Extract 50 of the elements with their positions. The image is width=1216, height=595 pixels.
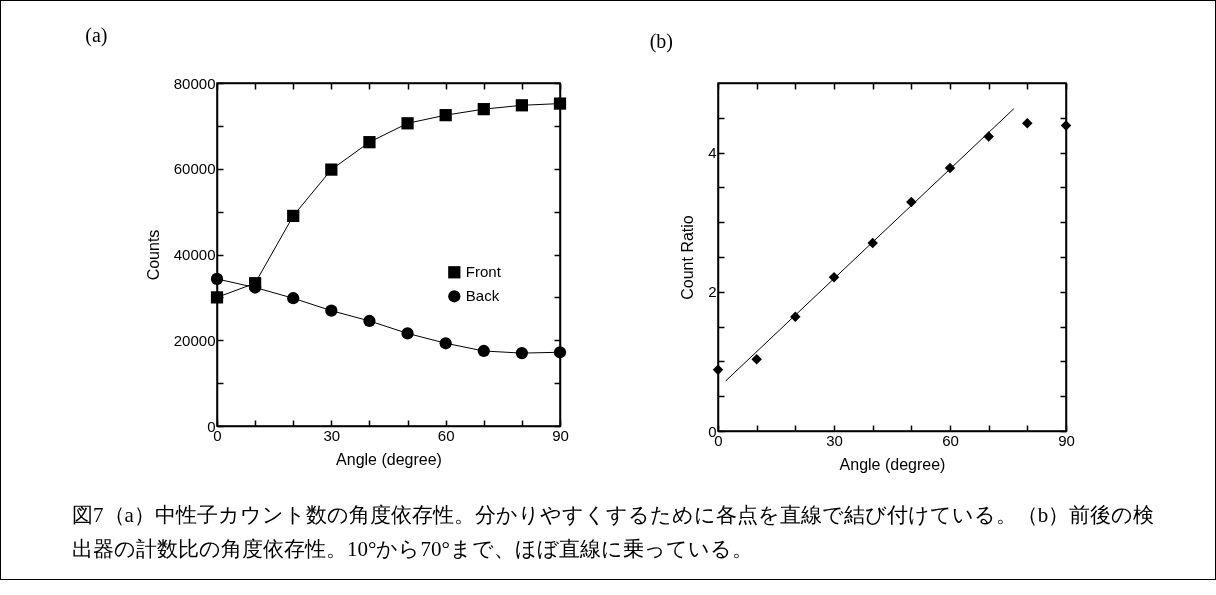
point: [944, 162, 956, 174]
x-tick-label: 30: [323, 426, 341, 444]
point: [325, 304, 338, 317]
point: [515, 99, 529, 112]
point: [363, 314, 376, 328]
point: [1022, 118, 1033, 129]
x-tick-label: 60: [437, 426, 455, 444]
point: [210, 272, 224, 286]
caption: 図7（a）中性子カウント数の角度依存性。分かりやすくするために各点を直線で結び付けている。（b）前後の検出器の計数比の角度依存性。10°から70°まで、ほぼ直線に乗っている。: [72, 502, 1156, 563]
point: [401, 327, 414, 340]
legend-label: Back: [465, 287, 500, 305]
y-tick-label: 20000: [173, 331, 216, 349]
y-tick-label: 40000: [173, 246, 216, 263]
point: [477, 344, 490, 358]
x-tick-label: 30: [826, 431, 843, 449]
y-axis-title: Counts: [144, 229, 162, 281]
point: [553, 97, 567, 110]
x-tick-label: 60: [942, 431, 959, 449]
point: [363, 136, 376, 149]
point: [439, 337, 452, 350]
point: [325, 163, 338, 176]
point: [439, 109, 452, 122]
point: [867, 237, 878, 249]
legend-label: Front: [465, 263, 502, 281]
point: [790, 311, 801, 323]
point: [515, 347, 529, 360]
point: [287, 209, 300, 223]
point: [401, 117, 414, 130]
x-tick-label: 90: [552, 426, 569, 444]
point: [210, 291, 224, 304]
chart-title: (b): [649, 30, 673, 54]
point: [1060, 120, 1072, 131]
chart-title: (a): [85, 24, 108, 47]
point: [828, 271, 840, 283]
point: [553, 346, 567, 359]
point: [287, 292, 300, 305]
point: [906, 196, 917, 208]
y-tick-label: 60000: [173, 160, 216, 178]
point: [751, 354, 762, 365]
x-axis-title: Angle (degree): [839, 455, 946, 473]
point: [712, 364, 724, 375]
y-tick-label: 80000: [173, 74, 216, 92]
y-axis-title: Count Ratio: [679, 215, 697, 300]
y-tick-label: 2: [708, 283, 717, 301]
y-tick-label: 4: [708, 144, 717, 162]
point: [477, 103, 490, 116]
x-tick-label: 90: [1058, 431, 1075, 449]
point: [248, 277, 262, 290]
point: [983, 131, 994, 142]
x-axis-title: Angle (degree): [336, 450, 442, 468]
